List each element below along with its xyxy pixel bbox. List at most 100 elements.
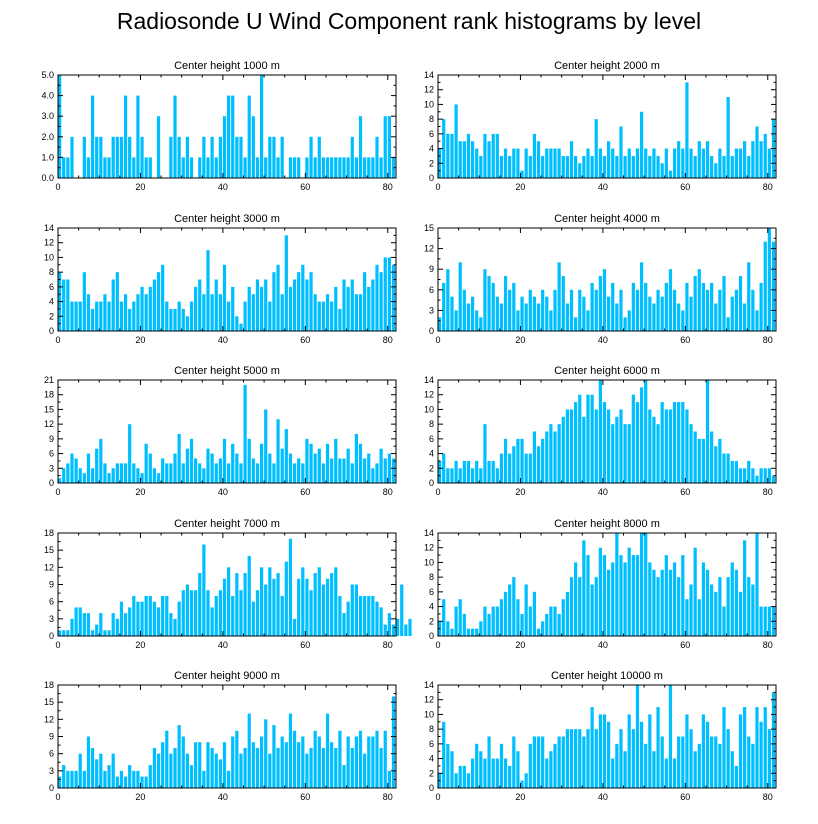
histogram-bar bbox=[611, 148, 615, 178]
histogram-bar bbox=[681, 555, 685, 636]
y-tick-label: 4.0 bbox=[41, 91, 54, 101]
histogram-bar bbox=[222, 264, 227, 331]
histogram-bar bbox=[541, 736, 545, 788]
histogram-bar bbox=[231, 736, 235, 788]
histogram-bar bbox=[652, 303, 656, 331]
histogram-bar bbox=[590, 584, 594, 636]
histogram-bar bbox=[677, 736, 681, 788]
histogram-bar bbox=[635, 685, 640, 788]
histogram-bar bbox=[508, 765, 512, 788]
histogram-bar bbox=[479, 317, 483, 331]
histogram-bar bbox=[602, 155, 607, 178]
histogram-bar bbox=[140, 473, 144, 483]
histogram-bar bbox=[280, 448, 284, 483]
histogram-bar bbox=[549, 310, 553, 331]
histogram-bar bbox=[259, 567, 264, 636]
histogram-bar bbox=[483, 758, 487, 788]
histogram-bar bbox=[210, 294, 214, 331]
histogram-bar bbox=[561, 599, 565, 636]
histogram-bar bbox=[553, 743, 557, 788]
histogram-bar bbox=[363, 272, 367, 331]
y-tick-label: 9 bbox=[49, 434, 54, 444]
histogram-bar bbox=[549, 424, 553, 483]
y-tick-label: 15 bbox=[44, 404, 54, 414]
x-tick-label: 20 bbox=[135, 640, 145, 650]
histogram-bar bbox=[169, 463, 173, 483]
histogram-bar bbox=[553, 431, 557, 483]
histogram-bar bbox=[189, 301, 194, 331]
x-tick-label: 0 bbox=[55, 487, 60, 497]
y-tick-label: 2 bbox=[429, 616, 434, 626]
histogram-bar bbox=[313, 453, 317, 483]
histogram-bar bbox=[284, 235, 288, 331]
histogram-bar bbox=[251, 116, 255, 178]
histogram-bar bbox=[239, 590, 243, 636]
histogram-bar bbox=[404, 624, 408, 636]
histogram-bar bbox=[487, 736, 491, 788]
histogram-bar bbox=[115, 618, 119, 636]
histogram-bar bbox=[321, 301, 326, 331]
histogram-bar bbox=[280, 294, 284, 331]
y-tick-label: 8 bbox=[429, 572, 434, 582]
histogram-bar bbox=[103, 157, 107, 178]
histogram-bar bbox=[354, 294, 358, 331]
histogram-bar bbox=[582, 736, 586, 788]
histogram-bar bbox=[685, 82, 689, 178]
x-tick-label: 40 bbox=[598, 640, 608, 650]
histogram-bar bbox=[346, 157, 350, 178]
histogram-bar bbox=[462, 460, 466, 483]
y-tick-label: 1.0 bbox=[41, 152, 54, 162]
x-tick-label: 0 bbox=[55, 335, 60, 345]
histogram-bar bbox=[284, 742, 288, 788]
panel-title: Center height 6000 m bbox=[554, 365, 660, 377]
histogram-bar bbox=[95, 624, 99, 636]
histogram-bar bbox=[313, 573, 317, 636]
histogram-bar bbox=[206, 250, 210, 331]
histogram-bar bbox=[90, 747, 95, 788]
histogram-bar bbox=[672, 148, 677, 178]
histogram-bar bbox=[227, 567, 231, 636]
histogram-bar bbox=[499, 155, 504, 178]
histogram-bar bbox=[442, 599, 446, 636]
histogram-bar bbox=[218, 136, 222, 178]
histogram-bar bbox=[475, 460, 479, 483]
histogram-bar bbox=[532, 133, 537, 178]
histogram-bar bbox=[185, 136, 189, 178]
histogram-bar bbox=[358, 294, 363, 331]
histogram-bar bbox=[532, 431, 537, 483]
histogram-bar bbox=[391, 458, 396, 483]
histogram-bar bbox=[99, 301, 103, 331]
histogram-bar bbox=[656, 155, 660, 178]
histogram-bar bbox=[202, 468, 206, 483]
histogram-bar bbox=[119, 136, 124, 178]
histogram-bar bbox=[462, 289, 466, 331]
histogram-bar bbox=[751, 584, 755, 636]
histogram-bar bbox=[301, 463, 305, 483]
histogram-bar bbox=[561, 155, 565, 178]
histogram-bar bbox=[268, 301, 272, 331]
histogram-bar bbox=[78, 301, 82, 331]
histogram-bar bbox=[387, 613, 391, 636]
panel-title: Center height 10000 m bbox=[551, 670, 663, 682]
histogram-bar bbox=[520, 296, 524, 331]
histogram-bar bbox=[660, 296, 664, 331]
histogram-bar bbox=[491, 460, 495, 483]
histogram-bar bbox=[86, 736, 91, 788]
histogram-bar bbox=[74, 770, 78, 788]
histogram-bar bbox=[144, 157, 148, 178]
histogram-bar bbox=[375, 601, 379, 636]
histogram-bar bbox=[639, 533, 644, 636]
histogram-bar bbox=[185, 316, 189, 331]
histogram-bar bbox=[82, 272, 86, 331]
histogram-bar bbox=[668, 685, 673, 788]
y-tick-label: 12 bbox=[424, 390, 434, 400]
histogram-bar bbox=[499, 599, 504, 636]
histogram-bar bbox=[103, 770, 107, 788]
histogram-panel: Center height 9000 m 0 20 40 60 80 0 3 6 9 12 15 18 bbox=[44, 670, 397, 802]
histogram-bar bbox=[387, 453, 391, 483]
panel-title: Center height 9000 m bbox=[174, 670, 280, 682]
y-tick-label: 6 bbox=[429, 129, 434, 139]
histogram-bar bbox=[524, 773, 528, 788]
histogram-bar bbox=[582, 416, 586, 483]
histogram-bar bbox=[123, 776, 128, 788]
